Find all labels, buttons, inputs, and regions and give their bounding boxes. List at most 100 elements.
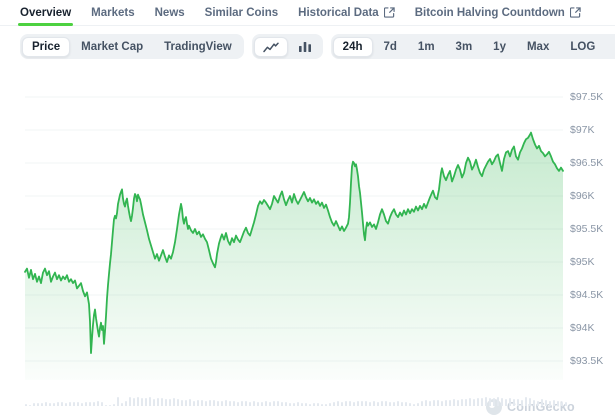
volume-bar [145, 397, 147, 406]
volume-bar [389, 401, 391, 406]
volume-bar [425, 400, 427, 406]
tab-bitcoin-halving-countdown[interactable]: Bitcoin Halving Countdown [415, 0, 581, 25]
range-option-1m[interactable]: 1m [408, 37, 445, 57]
volume-bar [121, 403, 123, 406]
tab-label: Overview [20, 6, 72, 19]
volume-bar [153, 398, 155, 406]
metric-option-price[interactable]: Price [22, 36, 71, 57]
tab-label: Similar Coins [204, 6, 279, 19]
volume-bar [33, 403, 35, 406]
volume-bar [89, 402, 91, 406]
volume-bar [377, 401, 379, 406]
chart-type-line-chart-button[interactable] [253, 36, 288, 57]
metric-option-market-cap[interactable]: Market Cap [71, 37, 153, 57]
tab-label: Bitcoin Halving Countdown [414, 6, 565, 19]
volume-bar [405, 402, 407, 406]
volume-bar [525, 397, 527, 406]
volume-bar [429, 400, 431, 406]
volume-bar [301, 402, 303, 406]
price-line [24, 131, 564, 354]
volume-bar [437, 400, 439, 406]
volume-bar [481, 398, 483, 406]
tab-overview[interactable]: Overview [18, 0, 74, 26]
volume-bar [81, 402, 83, 406]
bar-chart-icon [298, 41, 312, 53]
volume-bar [549, 401, 551, 406]
range-option-1y[interactable]: 1y [483, 37, 516, 57]
volume-bar [457, 399, 459, 406]
volume-bar [225, 400, 227, 406]
volume-bar [485, 397, 487, 406]
price-area [25, 132, 563, 380]
volume-bar [489, 397, 491, 406]
range-option-log[interactable]: LOG [560, 37, 605, 57]
volume-bar [285, 402, 287, 406]
volume-bar [189, 399, 191, 406]
volume-bar [45, 402, 47, 406]
volume-bar [513, 399, 515, 406]
tab-similar-coins[interactable]: Similar Coins [205, 0, 279, 25]
volume-bar [261, 402, 263, 406]
tab-news[interactable]: News [155, 0, 185, 25]
line-chart-icon [262, 41, 279, 53]
y-axis-label: $97K [570, 124, 595, 136]
range-option-7d[interactable]: 7d [374, 37, 407, 57]
volume-bar [337, 401, 339, 406]
volume-bar [453, 399, 455, 406]
volume-bar [165, 399, 167, 406]
volume-bar [557, 400, 559, 406]
volume-bar [61, 402, 63, 406]
volume-bar [537, 400, 539, 406]
volume-bar [201, 400, 203, 406]
volume-bar [73, 401, 75, 406]
chart-type-bar-chart-button[interactable] [289, 37, 321, 57]
range-option-3m[interactable]: 3m [446, 37, 483, 57]
volume-bar [497, 397, 499, 406]
chart-type-toggle-group [251, 34, 323, 59]
volume-bar [445, 399, 447, 406]
volume-bar [469, 398, 471, 406]
volume-bar [461, 398, 463, 406]
range-option-max[interactable]: Max [517, 37, 559, 57]
volume-bar [93, 401, 95, 406]
volume-bar [317, 403, 319, 406]
range-option-24h[interactable]: 24h [332, 36, 373, 57]
tab-historical-data[interactable]: Historical Data [298, 0, 395, 25]
volume-bar [65, 402, 67, 406]
volume-bar [449, 400, 451, 406]
volume-bar [297, 402, 299, 406]
volume-bar [313, 402, 315, 406]
volume-bar [221, 401, 223, 406]
volume-bar [217, 400, 219, 406]
volume-bar [157, 398, 159, 406]
volume-bar [133, 397, 135, 406]
volume-bar [465, 399, 467, 406]
price-chart[interactable]: $97.5K $97K $96.5K $96K $95.5K $95K $94.5K $94K… [0, 60, 615, 415]
volume-bar [493, 398, 495, 406]
y-axis-label: $93.5K [570, 355, 604, 367]
volume-bar [237, 401, 239, 406]
volume-bar [433, 399, 435, 406]
external-link-icon [383, 6, 395, 18]
active-tab-underline [18, 23, 74, 26]
calendar-button[interactable] [606, 37, 615, 57]
price-chart-canvas[interactable] [0, 60, 615, 410]
volume-bar [185, 400, 187, 406]
volume-bar [477, 397, 479, 406]
tab-markets[interactable]: Markets [91, 0, 134, 25]
volume-bar [41, 403, 43, 406]
volume-bar [381, 400, 383, 406]
volume-bar [349, 401, 351, 406]
volume-bar [397, 401, 399, 406]
volume-bar [193, 400, 195, 406]
volume-bar [69, 402, 71, 406]
volume-bar [409, 403, 411, 406]
external-link-icon [569, 6, 581, 18]
volume-bar [321, 403, 323, 406]
volume-bar [505, 398, 507, 406]
volume-bar [385, 401, 387, 406]
volume-bar [473, 398, 475, 406]
volume-bar [345, 400, 347, 406]
volume-bar [353, 401, 355, 406]
metric-option-tradingview[interactable]: TradingView [154, 37, 242, 57]
